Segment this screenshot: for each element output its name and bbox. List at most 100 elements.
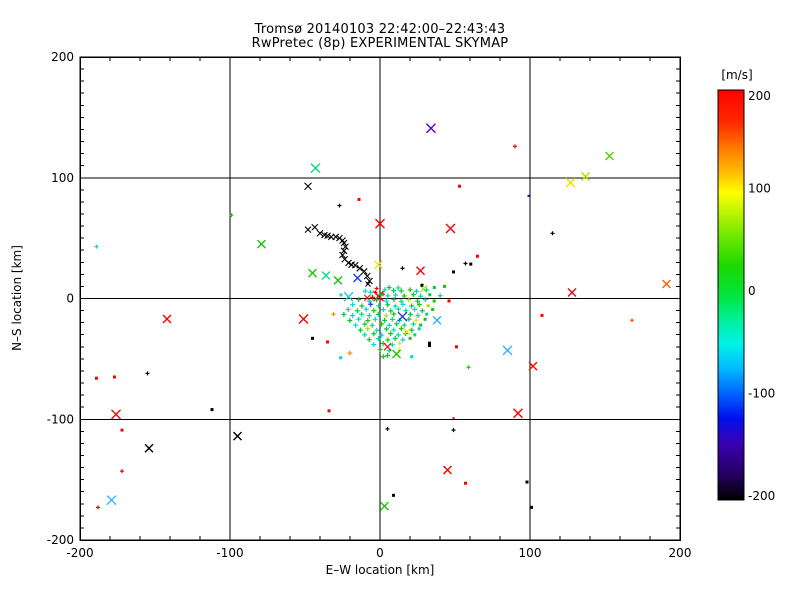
data-point (410, 355, 414, 359)
data-point (375, 311, 381, 317)
data-point (331, 312, 336, 317)
data-point (368, 301, 374, 307)
data-point (369, 322, 375, 328)
data-point (392, 303, 398, 309)
data-point (432, 315, 442, 325)
data-point (452, 270, 455, 274)
data-point (389, 316, 395, 322)
data-point (466, 365, 471, 370)
data-point (428, 293, 432, 297)
data-point (391, 288, 397, 294)
data-point (432, 299, 436, 303)
data-point (392, 292, 398, 298)
data-point (432, 286, 436, 290)
data-point (391, 327, 397, 333)
data-point (385, 426, 390, 431)
data-point (383, 313, 389, 319)
data-point (342, 243, 349, 250)
y-tick-label: 200 (51, 50, 74, 64)
data-point (431, 307, 435, 311)
colorbar-tick-label: 100 (748, 182, 771, 196)
data-point (403, 327, 411, 336)
data-point (351, 261, 359, 269)
data-point (377, 346, 383, 352)
data-point (380, 354, 386, 360)
data-point (412, 306, 418, 312)
data-point (419, 308, 425, 314)
data-point (397, 341, 402, 346)
colorbar-tick-label: 200 (748, 89, 771, 103)
data-point (385, 337, 391, 343)
data-point (567, 287, 577, 297)
data-point (376, 303, 382, 309)
data-point (298, 314, 309, 325)
data-point (428, 341, 431, 345)
data-point (395, 332, 401, 338)
data-point (389, 342, 395, 348)
colorbar-label: [m/s] (721, 68, 752, 82)
data-point (343, 291, 354, 302)
data-point (397, 311, 408, 322)
data-point (417, 327, 421, 331)
data-point (359, 303, 365, 309)
data-point (365, 318, 371, 324)
data-point (120, 428, 124, 432)
data-point (357, 197, 361, 201)
data-point (356, 316, 362, 322)
data-point (380, 501, 389, 511)
data-point (455, 345, 458, 349)
data-point (327, 409, 331, 413)
data-point (395, 285, 401, 291)
data-point (400, 301, 406, 307)
data-point (407, 311, 413, 317)
data-point (337, 203, 342, 208)
x-tick-label: 200 (669, 546, 692, 560)
data-point (308, 268, 317, 278)
data-point (106, 495, 117, 506)
data-point (401, 322, 407, 328)
colorbar-tick-label: -200 (748, 489, 775, 503)
data-point (451, 428, 456, 433)
data-point (406, 316, 412, 322)
data-point (502, 345, 513, 356)
data-point (332, 233, 340, 241)
data-point (423, 317, 427, 321)
data-point (392, 335, 398, 341)
data-point (426, 304, 430, 308)
data-point (374, 286, 379, 291)
scatter-points (94, 123, 671, 511)
data-point (391, 296, 397, 302)
data-point (385, 293, 391, 299)
y-tick-label: 100 (51, 171, 74, 185)
colorbar: [m/s] 200 100 0 -100 -200 (717, 68, 775, 503)
data-point (388, 331, 394, 337)
data-point (356, 264, 364, 272)
data-point (120, 469, 124, 474)
data-point (540, 313, 544, 317)
colorbar-gradient (717, 89, 745, 501)
axis-tick-labels: -200 -100 0 100 200 200 100 0 -100 -200 (47, 50, 692, 560)
data-point (233, 431, 242, 441)
colorbar-tick-labels: 200 100 0 -100 -200 (748, 89, 775, 503)
data-point (316, 229, 324, 237)
data-point (372, 316, 378, 322)
data-point (324, 232, 331, 240)
data-point (366, 298, 372, 304)
data-point (345, 259, 352, 267)
data-point (437, 293, 443, 299)
data-point (388, 308, 394, 314)
data-point (365, 326, 371, 332)
data-point (380, 307, 386, 313)
data-point (383, 326, 389, 332)
data-point (385, 302, 391, 308)
data-point (374, 260, 383, 270)
axis-ticks (79, 56, 681, 541)
data-point (321, 271, 331, 281)
data-point (326, 340, 329, 344)
data-point (424, 287, 429, 293)
data-point (229, 213, 234, 218)
data-point (379, 332, 385, 338)
data-point (581, 172, 590, 182)
